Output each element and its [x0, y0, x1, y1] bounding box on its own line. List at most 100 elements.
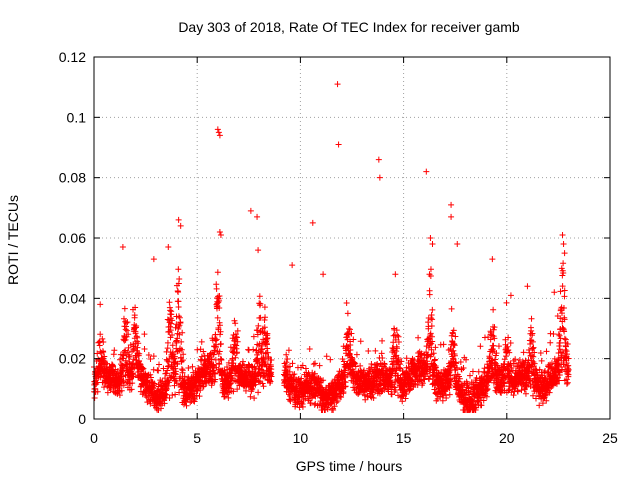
data-point-marker	[298, 375, 305, 382]
data-point-marker	[492, 356, 499, 363]
data-point-marker	[175, 303, 182, 310]
data-point-marker	[208, 356, 215, 363]
data-point-marker	[250, 333, 257, 340]
y-tick-label: 0.08	[59, 170, 86, 186]
data-point-marker	[430, 350, 437, 357]
data-point-marker	[200, 383, 207, 390]
data-point-marker	[484, 386, 491, 393]
data-point-marker	[379, 354, 386, 361]
data-point-marker	[429, 338, 436, 345]
data-point-marker	[432, 344, 439, 351]
data-point-marker	[362, 396, 369, 403]
data-point-marker	[487, 336, 494, 343]
data-point-marker	[200, 348, 207, 355]
data-point-marker	[477, 343, 484, 350]
data-point-marker	[443, 395, 450, 402]
data-point-marker	[283, 359, 290, 366]
data-point-marker	[212, 370, 219, 377]
data-point-marker	[393, 327, 400, 334]
data-point-marker	[451, 342, 458, 349]
data-point-marker	[324, 406, 331, 413]
data-point-marker	[91, 395, 98, 402]
data-point-marker	[388, 379, 395, 386]
data-point-marker	[310, 361, 317, 368]
data-point-marker	[403, 388, 410, 395]
data-point-marker	[141, 331, 148, 338]
data-point-marker	[262, 314, 269, 321]
data-point-marker	[92, 385, 99, 392]
data-point-marker	[259, 346, 266, 353]
data-point-marker	[183, 402, 190, 409]
x-tick-label: 0	[90, 430, 98, 446]
data-point-marker	[172, 368, 179, 375]
data-point-marker	[217, 328, 224, 335]
data-point-marker	[99, 335, 106, 342]
data-point-marker	[331, 403, 338, 410]
x-tick-label: 25	[602, 430, 618, 446]
data-point-marker	[165, 383, 172, 390]
data-point-marker	[140, 365, 147, 372]
data-point-marker	[255, 322, 262, 329]
data-point-marker	[171, 353, 178, 360]
data-point-marker	[419, 380, 426, 387]
data-point-marker	[163, 391, 170, 398]
data-point-marker	[394, 332, 401, 339]
data-point-marker	[252, 381, 259, 388]
data-point-marker	[216, 322, 223, 329]
data-point-marker	[452, 333, 459, 340]
data-point-marker	[452, 359, 459, 366]
data-point-marker	[450, 347, 457, 354]
data-point-marker	[352, 363, 359, 370]
data-point-marker	[97, 331, 104, 338]
data-point-marker	[172, 391, 179, 398]
data-point-marker	[234, 386, 241, 393]
data-point-marker	[130, 373, 137, 380]
data-point-marker	[179, 329, 186, 336]
data-point-marker	[128, 386, 135, 393]
data-point-marker	[373, 361, 380, 368]
data-point-marker	[172, 324, 179, 331]
data-point-marker	[167, 374, 174, 381]
data-point-marker	[247, 393, 254, 400]
data-point-marker	[447, 372, 454, 379]
data-point-marker	[169, 317, 176, 324]
data-point-marker	[131, 312, 138, 319]
data-point-marker	[196, 393, 203, 400]
data-point-marker	[94, 388, 101, 395]
data-point-marker	[268, 366, 275, 373]
data-point-marker	[151, 380, 158, 387]
data-point-marker	[239, 358, 246, 365]
data-point-marker	[121, 305, 128, 312]
data-point-marker	[189, 363, 196, 370]
data-point-marker	[166, 328, 173, 335]
data-point-marker	[454, 364, 461, 371]
data-point-marker	[176, 275, 183, 282]
data-point-marker	[134, 344, 141, 351]
data-point-marker	[439, 397, 446, 404]
data-point-marker	[216, 348, 223, 355]
data-point-marker	[129, 380, 136, 387]
data-point-marker	[257, 300, 264, 307]
data-point-marker	[348, 330, 355, 337]
data-point-marker	[178, 346, 185, 353]
data-point-marker	[456, 375, 463, 382]
data-point-marker	[453, 360, 460, 367]
data-point-marker	[169, 392, 176, 399]
data-point-marker	[145, 352, 152, 359]
data-point-marker	[178, 338, 185, 345]
data-point-marker	[129, 348, 136, 355]
data-point-marker	[150, 353, 157, 360]
data-point-marker	[234, 338, 241, 345]
data-point-marker	[176, 314, 183, 321]
data-point-marker	[449, 330, 456, 337]
data-point-marker	[340, 388, 347, 395]
data-point-marker	[126, 353, 133, 360]
data-point-marker	[255, 389, 262, 396]
data-point-marker	[360, 367, 367, 374]
data-point-marker	[132, 330, 139, 337]
data-point-marker	[129, 370, 136, 377]
x-tick-label: 15	[396, 430, 412, 446]
data-point-marker	[147, 374, 154, 381]
data-point-marker	[166, 299, 173, 306]
